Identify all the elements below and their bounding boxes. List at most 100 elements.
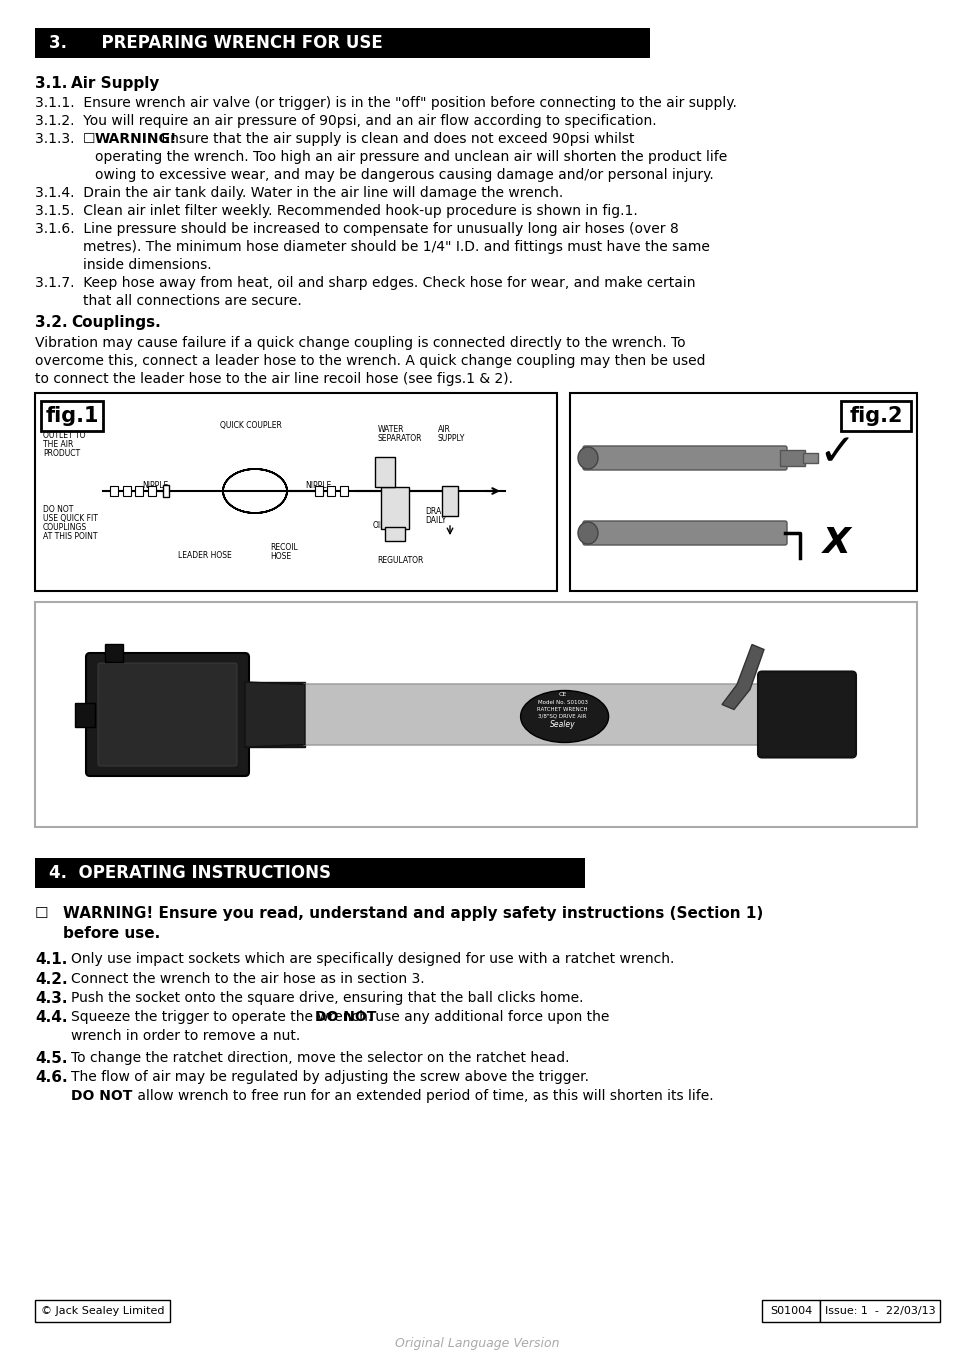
Text: 4.4.: 4.4. (35, 1010, 68, 1025)
Text: 3.1.: 3.1. (35, 76, 68, 91)
Ellipse shape (578, 447, 598, 468)
Text: WARNING! Ensure you read, understand and apply safety instructions (Section 1): WARNING! Ensure you read, understand and… (63, 906, 762, 921)
Text: SEPARATOR: SEPARATOR (377, 435, 422, 443)
Text: DO NOT: DO NOT (43, 505, 73, 515)
Text: 3/8"SQ DRIVE AIR: 3/8"SQ DRIVE AIR (537, 714, 586, 719)
Bar (35, 393, 557, 590)
Bar (380, 487, 409, 529)
Polygon shape (721, 645, 763, 709)
Bar (123, 486, 131, 496)
Text: 4.5.: 4.5. (35, 1051, 68, 1066)
Text: THE AIR: THE AIR (43, 440, 73, 450)
Text: 4.2.: 4.2. (35, 972, 68, 987)
Bar (375, 458, 395, 487)
Bar (148, 486, 156, 496)
Ellipse shape (578, 523, 598, 544)
Text: 3.1.6.  Line pressure should be increased to compensate for unusually long air h: 3.1.6. Line pressure should be increased… (35, 222, 678, 236)
Text: REGULATOR: REGULATOR (376, 556, 423, 565)
Bar (569, 393, 916, 590)
FancyBboxPatch shape (98, 663, 236, 766)
Text: 4.  OPERATING INSTRUCTIONS: 4. OPERATING INSTRUCTIONS (49, 864, 331, 881)
Text: 3.1.5.  Clean air inlet filter weekly. Recommended hook-up procedure is shown in: 3.1.5. Clean air inlet filter weekly. Re… (35, 204, 638, 218)
Text: 3.1.1.  Ensure wrench air valve (or trigger) is in the "off" position before con: 3.1.1. Ensure wrench air valve (or trigg… (35, 96, 736, 110)
Bar (802, 454, 817, 463)
Text: WARNING!: WARNING! (95, 131, 177, 146)
Bar (314, 486, 323, 496)
Bar (35, 858, 584, 888)
Text: RATCHET WRENCH: RATCHET WRENCH (537, 707, 587, 712)
Text: fig.2: fig.2 (848, 406, 902, 427)
Text: ☐: ☐ (83, 131, 95, 146)
Bar (105, 645, 123, 662)
Text: QUICK COUPLER: QUICK COUPLER (220, 421, 281, 431)
Bar (35, 603, 916, 827)
Text: USE QUICK FIT: USE QUICK FIT (43, 515, 98, 523)
Text: 3.1.2.  You will require an air pressure of 90psi, and an air flow according to : 3.1.2. You will require an air pressure … (35, 114, 656, 129)
Text: DO NOT: DO NOT (71, 1089, 132, 1104)
Text: To change the ratchet direction, move the selector on the ratchet head.: To change the ratchet direction, move th… (71, 1051, 569, 1066)
Text: wrench in order to remove a nut.: wrench in order to remove a nut. (71, 1029, 300, 1043)
Text: The flow of air may be regulated by adjusting the screw above the trigger.: The flow of air may be regulated by adju… (71, 1070, 588, 1085)
Text: Connect the wrench to the air hose as in section 3.: Connect the wrench to the air hose as in… (71, 972, 424, 986)
Text: WATER: WATER (377, 425, 404, 435)
Text: 3.      PREPARING WRENCH FOR USE: 3. PREPARING WRENCH FOR USE (49, 34, 382, 51)
Text: DRAIN: DRAIN (424, 506, 449, 516)
Bar (841, 401, 910, 431)
Bar (135, 486, 143, 496)
Text: COUPLINGS: COUPLINGS (43, 523, 87, 532)
Text: allow wrench to free run for an extended period of time, as this will shorten it: allow wrench to free run for an extended… (132, 1089, 713, 1104)
Text: Push the socket onto the square drive, ensuring that the ball clicks home.: Push the socket onto the square drive, e… (71, 991, 583, 1005)
Bar (110, 486, 118, 496)
Ellipse shape (520, 691, 608, 742)
Text: AT THIS POINT: AT THIS POINT (43, 532, 97, 542)
Text: DO NOT: DO NOT (314, 1010, 376, 1024)
Text: before use.: before use. (63, 926, 160, 941)
FancyBboxPatch shape (758, 672, 855, 757)
Bar (41, 401, 103, 431)
Text: NIPPLE: NIPPLE (142, 481, 168, 490)
Text: Only use impact sockets which are specifically designed for use with a ratchet w: Only use impact sockets which are specif… (71, 952, 674, 965)
Text: S01004: S01004 (769, 1307, 811, 1316)
Text: 3.2.: 3.2. (35, 315, 68, 330)
Text: 3.1.4.  Drain the air tank daily. Water in the air line will damage the wrench.: 3.1.4. Drain the air tank daily. Water i… (35, 185, 562, 200)
Text: OILER: OILER (373, 521, 395, 529)
Text: Issue: 1  -  22/03/13: Issue: 1 - 22/03/13 (823, 1307, 934, 1316)
Bar (780, 450, 804, 466)
Text: fig.1: fig.1 (45, 406, 99, 427)
Bar (385, 527, 405, 542)
Text: that all connections are secure.: that all connections are secure. (83, 294, 301, 307)
Text: PRODUCT: PRODUCT (43, 450, 80, 458)
Bar (761, 1300, 820, 1322)
Text: RECOIL: RECOIL (270, 543, 297, 552)
Bar (820, 1300, 939, 1322)
Text: X: X (822, 525, 850, 561)
Bar (75, 703, 95, 727)
Text: 4.6.: 4.6. (35, 1070, 68, 1085)
Text: 4.3.: 4.3. (35, 991, 68, 1006)
FancyBboxPatch shape (302, 684, 780, 745)
Text: Air Supply: Air Supply (71, 76, 159, 91)
FancyBboxPatch shape (86, 653, 249, 776)
Bar (245, 682, 305, 747)
Bar (339, 486, 348, 496)
Bar (441, 486, 457, 516)
Bar (327, 486, 335, 496)
Text: use any additional force upon the: use any additional force upon the (371, 1010, 609, 1024)
Polygon shape (245, 682, 305, 747)
Text: Ensure that the air supply is clean and does not exceed 90psi whilst: Ensure that the air supply is clean and … (157, 131, 634, 146)
Text: Sealey: Sealey (549, 720, 575, 728)
Text: ☐: ☐ (35, 906, 49, 921)
Text: SUPPLY: SUPPLY (437, 435, 465, 443)
FancyBboxPatch shape (582, 445, 786, 470)
Text: inside dimensions.: inside dimensions. (83, 259, 212, 272)
Text: Vibration may cause failure if a quick change coupling is connected directly to : Vibration may cause failure if a quick c… (35, 336, 685, 349)
Text: NIPPLE: NIPPLE (305, 481, 331, 490)
Text: HOSE: HOSE (270, 552, 291, 561)
Text: 3.1.7.  Keep hose away from heat, oil and sharp edges. Check hose for wear, and : 3.1.7. Keep hose away from heat, oil and… (35, 276, 695, 290)
FancyBboxPatch shape (582, 521, 786, 546)
Text: CE: CE (558, 692, 566, 697)
Text: 3.1.3.: 3.1.3. (35, 131, 83, 146)
Text: AIR: AIR (437, 425, 451, 435)
Bar (163, 485, 169, 497)
Text: Couplings.: Couplings. (71, 315, 161, 330)
